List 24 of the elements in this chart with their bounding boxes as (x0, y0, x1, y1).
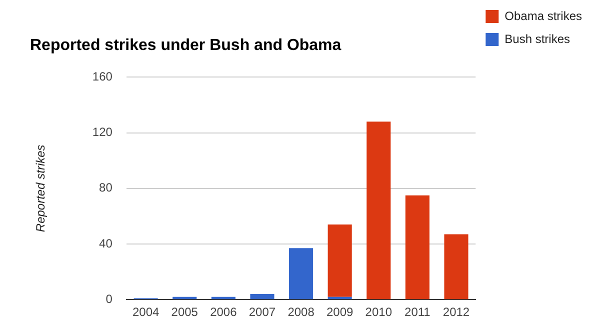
bar (250, 294, 274, 300)
bar (366, 122, 391, 300)
bar (405, 195, 430, 300)
legend-label: Obama strikes (504, 8, 582, 23)
x-tick-label: 2009 (326, 305, 354, 320)
y-tick-label: 160 (92, 70, 113, 84)
bar (444, 234, 468, 300)
x-tick-label: 2006 (210, 305, 238, 320)
x-tick-label: 2005 (171, 305, 198, 320)
x-tick-label: 2012 (442, 305, 470, 320)
x-tick-label: 2004 (132, 305, 160, 320)
y-tick-label: 0 (106, 292, 113, 306)
x-tick-label: 2010 (365, 305, 392, 320)
x-tick-label: 2011 (404, 305, 431, 320)
y-tick-label: 40 (99, 236, 113, 250)
legend-label: Bush strikes (504, 32, 570, 46)
x-tick-label: 2007 (248, 305, 276, 320)
y-tick-label: 80 (99, 180, 113, 195)
bar (289, 248, 314, 300)
y-axis-title: Reported strikes (34, 144, 48, 232)
x-tick-label: 2008 (288, 305, 315, 320)
y-tick-label: 120 (92, 125, 113, 140)
chart-title: Reported strikes under Bush and Obama (30, 37, 342, 54)
bar (328, 224, 352, 297)
